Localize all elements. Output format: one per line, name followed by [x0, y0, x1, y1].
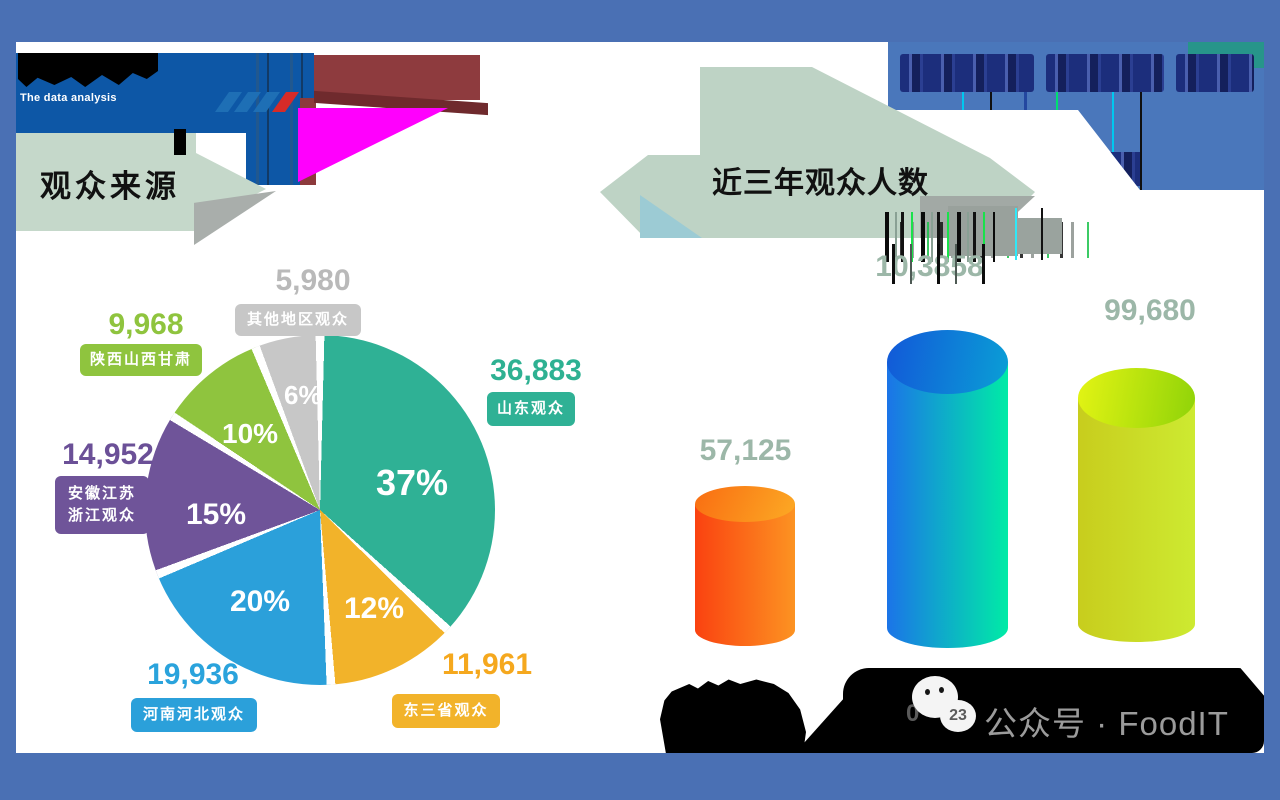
bar-value-label: 99,680: [1104, 294, 1196, 327]
pie-percent-label: 6%: [284, 380, 322, 410]
wechat-icon-eye: [939, 687, 944, 693]
pie-separator-lines: [145, 335, 495, 685]
redaction-blob: [660, 679, 806, 753]
left-banner-box: [16, 133, 196, 231]
bar-cylinder-year2: [887, 362, 1008, 648]
pie-category-pill: 山东观众: [487, 392, 575, 426]
pie-percent-label: 37%: [376, 462, 449, 503]
pie-value-label: 9,968: [108, 308, 184, 341]
bar-cylinder-year3: [1078, 398, 1195, 642]
glitch-magenta-triangle: [298, 108, 448, 182]
watermark-text: 公众号 · FoodIT: [984, 705, 1229, 742]
pie-value-label: 11,961: [441, 648, 533, 681]
frame-left: [0, 0, 16, 800]
bar-cylinder-year1-top: [695, 486, 795, 522]
glitch-overlay-stripes: [880, 244, 992, 284]
bar-chart-title: 近三年观众人数: [712, 167, 929, 200]
redacted-logo-blob: [18, 53, 158, 87]
header-subtitle: The data analysis: [20, 92, 117, 104]
frame-top: [0, 0, 1280, 42]
wechat-icon-small-bubble: 23: [940, 700, 976, 732]
pie-percent-label: 20%: [230, 585, 291, 618]
wechat-icon-eye: [925, 689, 930, 695]
pie-category-pill: 安徽江苏 浙江观众: [55, 476, 149, 534]
glitch-garbled-text: [1046, 54, 1164, 92]
left-banner: 观众来源: [16, 129, 296, 258]
pie-chart-title: 观众来源: [40, 169, 180, 204]
pie-category-pill: 其他地区观众: [235, 304, 361, 336]
glitch-vertical-stripes: [995, 208, 1065, 260]
header-panel: The data analysis: [16, 53, 246, 133]
bar-cylinder-year1: [695, 504, 795, 646]
pie-category-pill: 河南河北观众: [131, 698, 257, 732]
pie-value-label: 19,936: [147, 658, 239, 691]
pie-category-pill: 陕西山西甘肃: [80, 344, 202, 376]
pie-value-label: 14,952: [62, 438, 154, 471]
pie-percent-label: 12%: [344, 592, 405, 625]
watermark-band: [843, 668, 1264, 753]
hidden-year-digits: 23: [949, 707, 967, 724]
bar-value-label: 57,125: [699, 434, 792, 467]
pie-value-label: 5,980: [275, 264, 351, 297]
glitch-black-sliver: [174, 129, 186, 155]
frame-bottom: [0, 753, 1280, 800]
bar-cylinder-year3-top: [1078, 368, 1195, 428]
pie-category-pill: 东三省观众: [392, 694, 500, 728]
pie-percent-label: 15%: [186, 498, 247, 531]
pie-value-label: 36,883: [490, 354, 582, 387]
glitch-garbled-text: [900, 54, 1034, 92]
pie-percent-label: 10%: [222, 418, 279, 449]
frame-right: [1264, 0, 1280, 800]
bar-cylinder-year2-top: [887, 330, 1008, 394]
glitch-garbled-text: [1176, 54, 1254, 92]
